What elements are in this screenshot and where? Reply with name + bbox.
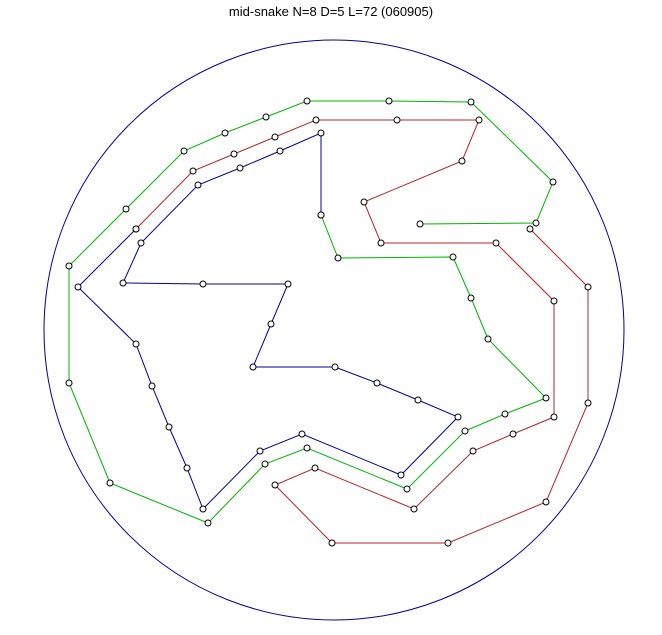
red-snake-path: [135, 119, 589, 544]
green-snake-vertex-marker: [532, 219, 540, 227]
green-snake-vertex-marker: [262, 113, 270, 121]
blue-snake-group: [74, 129, 462, 513]
green-snake-vertex-marker: [467, 294, 475, 302]
red-snake-vertex-marker: [475, 116, 483, 124]
red-snake-vertex-marker: [410, 505, 418, 513]
green-snake-vertex-marker: [261, 460, 269, 468]
green-snake-vertex-marker: [484, 335, 492, 343]
blue-snake-vertex-marker: [194, 181, 202, 189]
blue-snake-vertex-marker: [317, 129, 325, 137]
green-snake-vertex-marker: [204, 519, 212, 527]
green-snake-vertex-marker: [467, 98, 475, 106]
green-snake-vertex-marker: [549, 178, 557, 186]
green-snake-vertex-marker: [65, 262, 73, 270]
blue-snake-vertex-marker: [199, 280, 207, 288]
blue-snake-vertex-marker: [137, 239, 145, 247]
red-snake-vertex-marker: [550, 297, 558, 305]
blue-snake-vertex-marker: [132, 225, 140, 233]
red-snake-vertex-marker: [312, 116, 320, 124]
red-snake-vertex-marker: [509, 430, 517, 438]
red-snake-vertex-marker: [584, 399, 592, 407]
blue-snake-vertex-marker: [298, 430, 306, 438]
boundary-circle: [43, 39, 625, 621]
blue-snake-vertex-marker: [74, 283, 82, 291]
blue-snake-vertex-marker: [284, 280, 292, 288]
blue-snake-vertex-marker: [317, 211, 325, 219]
green-snake-vertex-marker: [385, 97, 393, 105]
green-snake-vertex-marker: [461, 427, 469, 435]
red-snake-vertex-marker: [311, 464, 319, 472]
green-snake-vertex-marker: [303, 97, 311, 105]
green-snake-vertex-marker: [180, 147, 188, 155]
red-snake-vertex-marker: [444, 539, 452, 547]
green-snake-vertex-marker: [221, 129, 229, 137]
red-snake-group: [132, 116, 592, 547]
blue-snake-vertex-marker: [373, 379, 381, 387]
green-snake-vertex-marker: [403, 485, 411, 493]
blue-snake-vertex-marker: [148, 382, 156, 390]
red-snake-vertex-marker: [469, 447, 477, 455]
green-snake-group: [65, 97, 557, 527]
red-snake-vertex-marker: [328, 539, 336, 547]
green-snake-vertex-marker: [416, 220, 424, 228]
green-snake-vertex-marker: [449, 253, 457, 261]
red-snake-vertex-marker: [377, 239, 385, 247]
green-snake-vertex-marker: [122, 205, 130, 213]
red-snake-vertex-marker: [526, 225, 534, 233]
blue-snake-vertex-marker: [331, 363, 339, 371]
green-snake-vertex-marker: [501, 410, 509, 418]
red-snake-vertex-marker: [458, 157, 466, 165]
blue-snake-vertex-marker: [249, 363, 257, 371]
red-snake-vertex-marker: [189, 167, 197, 175]
red-snake-vertex-marker: [542, 498, 550, 506]
blue-snake-vertex-marker: [199, 505, 207, 513]
red-snake-vertex-marker: [492, 239, 500, 247]
green-snake-path: [68, 100, 554, 524]
figure-title: mid-snake N=8 D=5 L=72 (060905): [228, 4, 434, 19]
red-snake-vertex-marker: [393, 116, 401, 124]
blue-snake-vertex-marker: [119, 279, 127, 287]
green-snake-vertex-marker: [542, 394, 550, 402]
blue-snake-vertex-marker: [183, 464, 191, 472]
green-snake-vertex-marker: [65, 379, 73, 387]
blue-snake-vertex-marker: [236, 164, 244, 172]
red-snake-vertex-marker: [230, 150, 238, 158]
red-snake-vertex-marker: [550, 413, 558, 421]
green-snake-vertex-marker: [106, 479, 114, 487]
red-snake-vertex-marker: [360, 198, 368, 206]
blue-snake-vertex-marker: [132, 340, 140, 348]
blue-snake-path: [77, 132, 459, 510]
blue-snake-vertex-marker: [454, 413, 462, 421]
blue-snake-vertex-marker: [267, 320, 275, 328]
blue-snake-vertex-marker: [414, 396, 422, 404]
blue-snake-vertex-marker: [397, 471, 405, 479]
blue-snake-vertex-marker: [165, 423, 173, 431]
red-snake-vertex-marker: [271, 133, 279, 141]
green-snake-vertex-marker: [303, 444, 311, 452]
red-snake-vertex-marker: [271, 481, 279, 489]
blue-snake-vertex-marker: [256, 447, 264, 455]
blue-snake-vertex-marker: [276, 147, 284, 155]
green-snake-vertex-marker: [334, 254, 342, 262]
red-snake-vertex-marker: [584, 283, 592, 291]
